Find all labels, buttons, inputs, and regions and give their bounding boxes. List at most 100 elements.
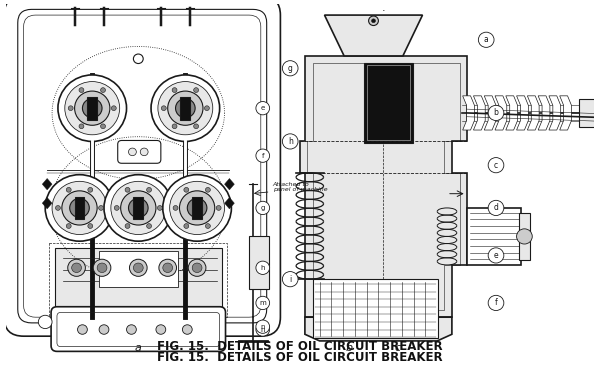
Circle shape <box>68 259 85 276</box>
Polygon shape <box>473 96 485 130</box>
Polygon shape <box>305 317 452 341</box>
Circle shape <box>488 105 504 121</box>
Polygon shape <box>484 96 496 130</box>
Text: g: g <box>288 64 293 73</box>
Circle shape <box>205 187 211 192</box>
Circle shape <box>157 206 163 210</box>
Circle shape <box>187 198 207 217</box>
Circle shape <box>62 191 97 225</box>
Circle shape <box>66 187 71 192</box>
Circle shape <box>146 187 152 192</box>
Circle shape <box>121 191 156 225</box>
Circle shape <box>184 187 189 192</box>
Text: n: n <box>260 326 265 333</box>
Text: i: i <box>289 275 292 284</box>
Bar <box>249 236 269 289</box>
Polygon shape <box>224 178 235 190</box>
Circle shape <box>77 325 88 334</box>
Text: b: b <box>346 343 353 353</box>
Text: a: a <box>135 343 142 353</box>
Circle shape <box>159 259 176 276</box>
Circle shape <box>184 224 189 229</box>
Polygon shape <box>300 56 467 317</box>
Polygon shape <box>42 198 52 209</box>
Bar <box>367 66 410 141</box>
Circle shape <box>205 106 209 110</box>
Polygon shape <box>527 96 539 130</box>
Circle shape <box>111 181 166 234</box>
Circle shape <box>205 224 211 229</box>
Circle shape <box>216 206 221 210</box>
Circle shape <box>176 99 195 118</box>
Circle shape <box>158 82 213 135</box>
Circle shape <box>256 320 269 333</box>
Circle shape <box>194 124 199 129</box>
Circle shape <box>125 187 130 192</box>
Circle shape <box>52 181 107 234</box>
Circle shape <box>140 148 148 156</box>
Text: n: n <box>260 324 265 330</box>
Circle shape <box>256 149 269 162</box>
Circle shape <box>168 91 203 125</box>
Polygon shape <box>506 96 518 130</box>
Circle shape <box>517 229 532 244</box>
FancyBboxPatch shape <box>4 0 280 336</box>
Text: e: e <box>494 251 499 260</box>
Bar <box>88 97 97 120</box>
Bar <box>192 197 202 219</box>
Circle shape <box>79 124 84 129</box>
Circle shape <box>179 191 215 225</box>
Circle shape <box>163 175 232 241</box>
Circle shape <box>45 175 114 241</box>
Circle shape <box>79 88 84 92</box>
Polygon shape <box>517 96 529 130</box>
Text: f: f <box>494 298 497 307</box>
Bar <box>467 208 521 265</box>
Circle shape <box>97 263 107 273</box>
Polygon shape <box>224 198 235 209</box>
Circle shape <box>170 181 224 234</box>
Circle shape <box>127 325 136 334</box>
Text: g: g <box>260 205 265 211</box>
Text: .: . <box>382 3 385 13</box>
Circle shape <box>283 61 298 76</box>
Polygon shape <box>325 15 422 56</box>
Circle shape <box>172 88 177 92</box>
Circle shape <box>156 325 166 334</box>
Circle shape <box>151 75 220 141</box>
Bar <box>313 279 438 338</box>
Circle shape <box>256 261 269 275</box>
Text: h: h <box>288 137 293 146</box>
Circle shape <box>172 124 177 129</box>
Polygon shape <box>560 96 571 130</box>
FancyBboxPatch shape <box>118 141 161 163</box>
Circle shape <box>283 272 298 287</box>
Circle shape <box>488 158 504 173</box>
Circle shape <box>38 315 52 329</box>
Circle shape <box>128 198 148 217</box>
Circle shape <box>101 88 106 92</box>
Circle shape <box>74 91 110 125</box>
Circle shape <box>104 175 173 241</box>
FancyBboxPatch shape <box>51 307 226 351</box>
Circle shape <box>478 32 494 47</box>
Circle shape <box>93 259 111 276</box>
Circle shape <box>58 75 127 141</box>
Circle shape <box>125 224 130 229</box>
Circle shape <box>65 82 119 135</box>
Polygon shape <box>538 96 550 130</box>
Text: d: d <box>494 204 499 212</box>
Bar <box>99 251 178 287</box>
Circle shape <box>256 102 269 115</box>
Text: e: e <box>260 105 265 111</box>
Polygon shape <box>495 96 507 130</box>
Circle shape <box>173 206 178 210</box>
Circle shape <box>146 224 152 229</box>
Bar <box>49 243 227 317</box>
Circle shape <box>283 134 298 149</box>
Text: FIG. 15.  DETAILS OF OIL CIRCUIT BREAKER: FIG. 15. DETAILS OF OIL CIRCUIT BREAKER <box>157 351 443 364</box>
Polygon shape <box>42 178 52 190</box>
Text: h: h <box>260 265 265 271</box>
Circle shape <box>182 325 192 334</box>
Text: m: m <box>259 300 266 306</box>
